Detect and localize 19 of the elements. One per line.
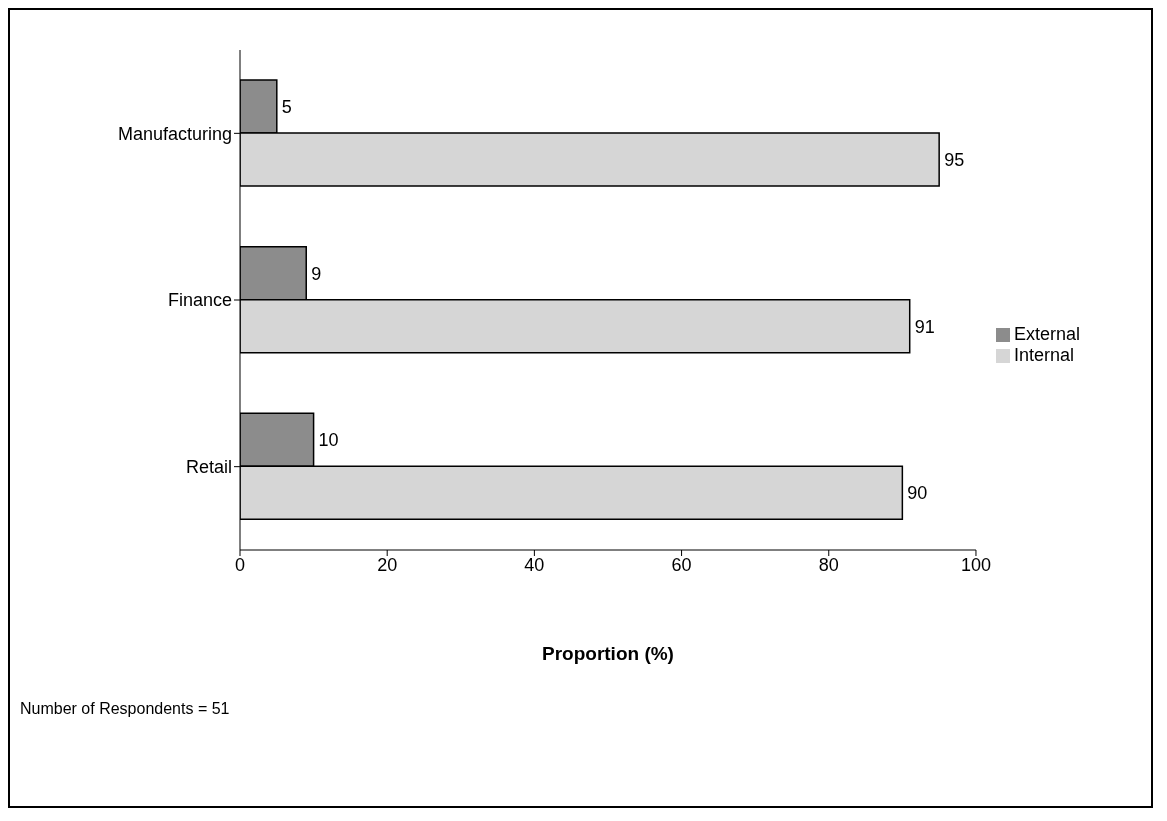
y-tick-label: Manufacturing	[117, 123, 232, 144]
data-label: 9	[311, 263, 322, 284]
x-tick-label: 100	[960, 554, 991, 575]
text: Number of Respondents = 51	[20, 700, 230, 718]
y-tick-label: Finance	[167, 290, 232, 311]
x-tick-label: 60	[671, 554, 692, 575]
data-label: 95	[944, 149, 965, 170]
x-axis-title: Proportion (%)	[542, 643, 674, 664]
data-label: 91	[914, 316, 935, 337]
y-tick-label: Retail	[185, 457, 232, 478]
data-label: 5	[281, 96, 292, 117]
x-tick-label: 20	[377, 554, 398, 575]
legend-label: External	[1013, 324, 1080, 344]
x-tick-label: 0	[234, 554, 246, 575]
legend-label: Internal	[1013, 345, 1074, 365]
data-label: 10	[318, 430, 339, 451]
data-label: 90	[907, 483, 928, 504]
x-tick-label: 80	[818, 554, 839, 575]
x-tick-label: 40	[524, 554, 545, 575]
